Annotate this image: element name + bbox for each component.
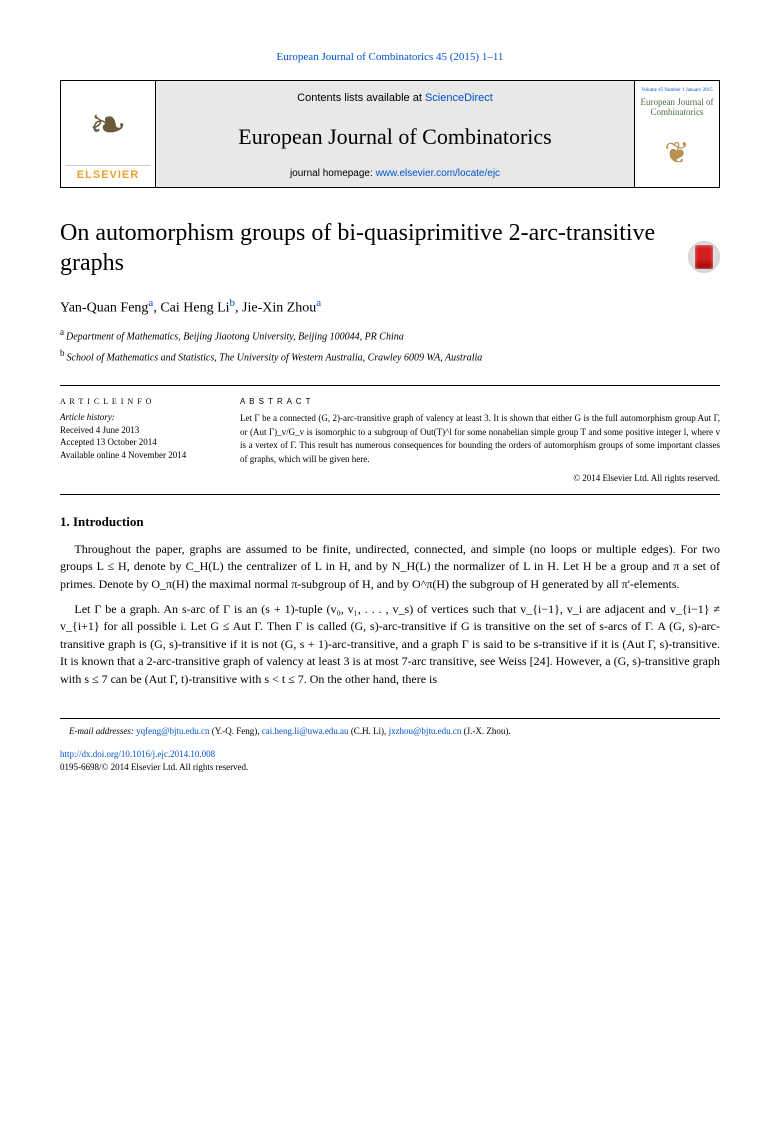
author-3-affil-sup: a [316, 297, 321, 309]
affiliation-b: bSchool of Mathematics and Statistics, T… [60, 347, 720, 365]
title-block: On automorphism groups of bi-quasiprimit… [60, 218, 720, 365]
cover-journal-title: European Journal of Combinatorics [639, 98, 715, 118]
journal-cover-thumbnail: Volume 45 Number 1 January 2015 European… [634, 81, 719, 187]
journal-title: European Journal of Combinatorics [164, 122, 626, 153]
email-addresses-line: E-mail addresses: yqfeng@bjtu.edu.cn (Y.… [60, 725, 720, 739]
header-center: Contents lists available at ScienceDirec… [156, 81, 634, 187]
history-label: Article history: [60, 411, 210, 424]
homepage-link[interactable]: www.elsevier.com/locate/ejc [376, 168, 501, 179]
elsevier-tree-icon: ❧ [65, 85, 151, 164]
article-info-head: A R T I C L E I N F O [60, 396, 210, 407]
abstract-text: Let Γ be a connected (G, 2)-arc-transiti… [240, 412, 720, 466]
info-abstract-row: A R T I C L E I N F O Article history: R… [60, 396, 720, 486]
authors-line: Yan-Quan Fenga, Cai Heng Lib, Jie-Xin Zh… [60, 296, 720, 318]
article-info: A R T I C L E I N F O Article history: R… [60, 396, 210, 486]
journal-ref-link[interactable]: European Journal of Combinatorics 45 (20… [277, 51, 504, 63]
divider-bottom [60, 494, 720, 495]
crossmark-icon [695, 245, 713, 269]
contents-prefix: Contents lists available at [297, 92, 425, 104]
email-2[interactable]: cai.heng.li@uwa.edu.au [262, 726, 349, 736]
emails-label: E-mail addresses: [69, 726, 134, 736]
email-2-who: (C.H. Li), [349, 726, 389, 736]
email-1-who: (Y.-Q. Feng), [209, 726, 261, 736]
history-accepted: Accepted 13 October 2014 [60, 436, 210, 449]
author-2: , Cai Heng Li [153, 301, 229, 316]
email-3[interactable]: jxzhou@bjtu.edu.cn [389, 726, 462, 736]
affil-a-sup: a [60, 327, 64, 337]
abstract-block: A B S T R A C T Let Γ be a connected (G,… [240, 396, 720, 486]
author-3: , Jie-Xin Zhou [235, 301, 316, 316]
body-text: 1. Introduction Throughout the paper, gr… [60, 513, 720, 688]
email-1[interactable]: yqfeng@bjtu.edu.cn [136, 726, 209, 736]
publisher-logo-box: ❧ ELSEVIER [61, 81, 156, 187]
homepage-prefix: journal homepage: [290, 168, 376, 179]
abstract-head: A B S T R A C T [240, 396, 720, 408]
homepage-line: journal homepage: www.elsevier.com/locat… [164, 167, 626, 181]
affil-b-text: School of Mathematics and Statistics, Th… [67, 352, 483, 363]
contents-available-line: Contents lists available at ScienceDirec… [164, 91, 626, 106]
divider-top [60, 385, 720, 386]
abstract-copyright: © 2014 Elsevier Ltd. All rights reserved… [240, 472, 720, 486]
affil-b-sup: b [60, 348, 65, 358]
footnotes: E-mail addresses: yqfeng@bjtu.edu.cn (Y.… [60, 718, 720, 739]
section-heading: 1. Introduction [60, 513, 720, 531]
affil-a-text: Department of Mathematics, Beijing Jiaot… [66, 332, 404, 343]
cover-issue-info: Volume 45 Number 1 January 2015 [639, 87, 715, 94]
intro-paragraph-2: Let Γ be a graph. An s-arc of Γ is an (s… [60, 601, 720, 688]
intro-paragraph-1: Throughout the paper, graphs are assumed… [60, 541, 720, 593]
doi-block: http://dx.doi.org/10.1016/j.ejc.2014.10.… [60, 748, 720, 773]
history-received: Received 4 June 2013 [60, 424, 210, 437]
publisher-name: ELSEVIER [65, 165, 151, 183]
email-3-who: (J.-X. Zhou). [461, 726, 510, 736]
sciencedirect-link[interactable]: ScienceDirect [425, 92, 493, 104]
affiliation-a: aDepartment of Mathematics, Beijing Jiao… [60, 326, 720, 344]
cover-art-icon: ❦ [639, 126, 715, 181]
paper-title: On automorphism groups of bi-quasiprimit… [60, 218, 720, 278]
doi-copyright: 0195-6698/© 2014 Elsevier Ltd. All right… [60, 762, 248, 772]
journal-header: ❧ ELSEVIER Contents lists available at S… [60, 80, 720, 188]
journal-reference: European Journal of Combinatorics 45 (20… [60, 50, 720, 65]
doi-link[interactable]: http://dx.doi.org/10.1016/j.ejc.2014.10.… [60, 749, 215, 759]
crossmark-badge[interactable] [688, 241, 720, 273]
author-1: Yan-Quan Feng [60, 301, 148, 316]
history-online: Available online 4 November 2014 [60, 449, 210, 462]
